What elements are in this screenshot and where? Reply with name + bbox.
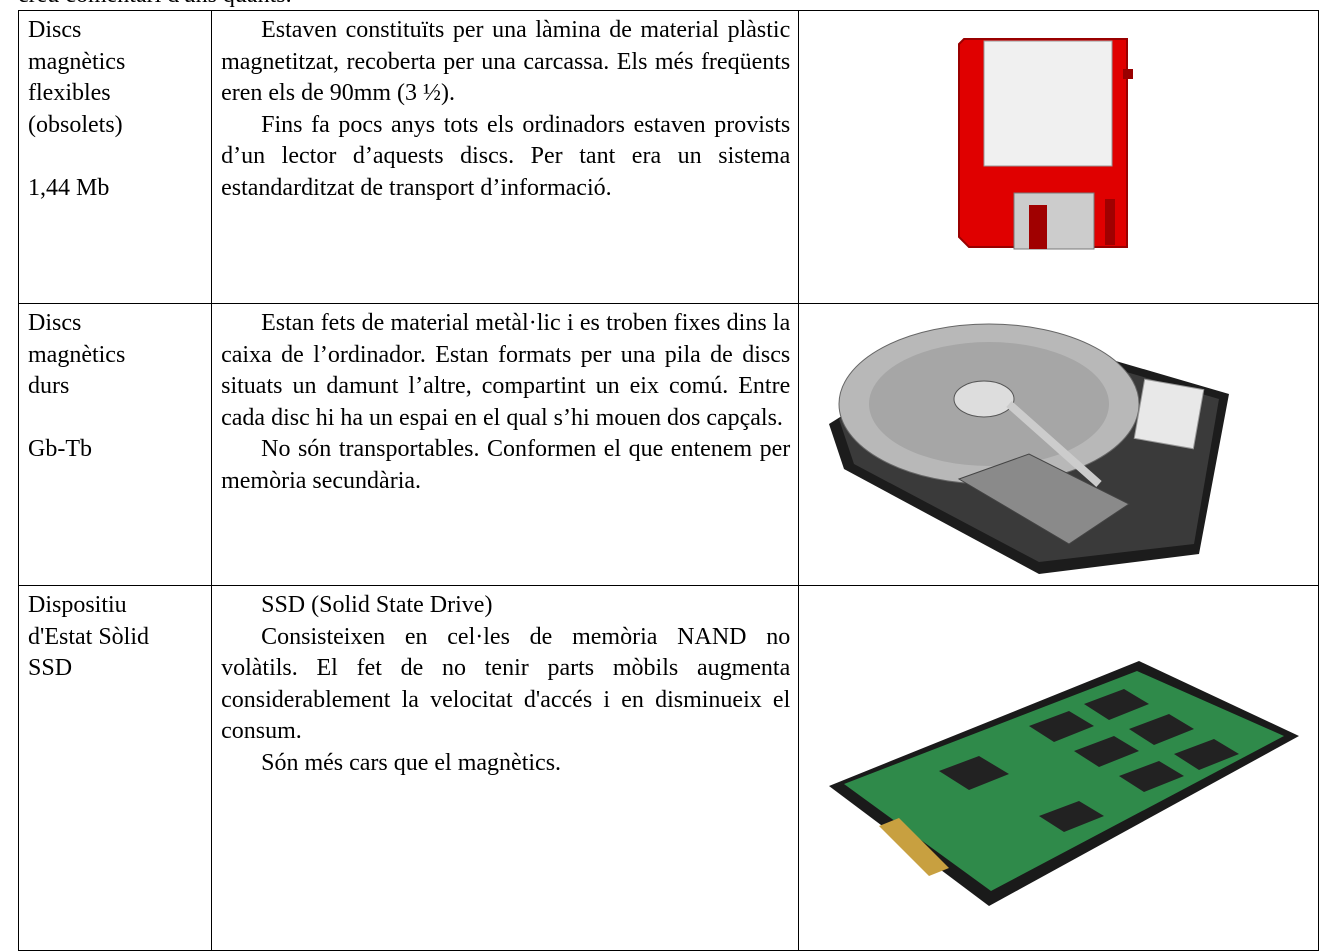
paragraph: Consisteixen en cel·les de memòria NAND … [221,623,791,745]
intro-text: creu comentari d'uns quants. [18,0,292,12]
floppy-image [958,38,1134,250]
storage-table: Discs magnètics flexibles (obsolets) 1,4… [17,10,1319,951]
image-cell [798,585,1319,951]
label-cell: Dispositiu d'Estat Sòlid SSD [17,585,213,951]
label-line: durs [28,373,70,399]
paragraph: No són transportables. Conformen el que … [221,436,791,494]
paragraph: Estaven constituïts per una làmina de ma… [221,17,791,106]
description-cell: Estaven constituïts per una làmina de ma… [211,10,800,304]
image-cell [798,10,1319,304]
hard-disk-image [829,323,1230,574]
ssd-image [829,661,1300,906]
label-line: magnètics [28,48,126,75]
paragraph: Són més cars que el magnètics. [261,749,562,776]
capacity: 1,44 Mb [28,174,110,201]
image-cell [798,303,1319,586]
paragraph: Fins fa pocs anys tots els ordinadors es… [221,111,791,201]
label-line: Discs [28,310,82,336]
label-line: (obsolets) [28,111,123,138]
description-cell: Estan fets de material metàl·lic i es tr… [211,303,800,586]
row: Discs magnètics durs Gb-Tb Estan fets de… [17,303,1319,586]
label-cell: Discs magnètics flexibles (obsolets) 1,4… [17,10,213,304]
label-line: SSD [28,655,73,681]
label-cell: Discs magnètics durs Gb-Tb [17,303,213,586]
description-cell: SSD (Solid State Drive) Consisteixen en … [211,585,800,951]
capacity: Gb-Tb [28,436,92,462]
row: Dispositiu d'Estat Sòlid SSD SSD (Solid … [17,585,1319,951]
label-line: flexibles [28,80,111,106]
paragraph: Estan fets de material metàl·lic i es tr… [221,310,791,431]
label-line: d'Estat Sòlid [28,623,149,650]
label-line: Discs [28,17,82,43]
label-line: magnètics [28,341,126,368]
paragraph: SSD (Solid State Drive) [261,592,493,618]
row: Discs magnètics flexibles (obsolets) 1,4… [17,10,1319,304]
label-line: Dispositiu [28,592,127,618]
